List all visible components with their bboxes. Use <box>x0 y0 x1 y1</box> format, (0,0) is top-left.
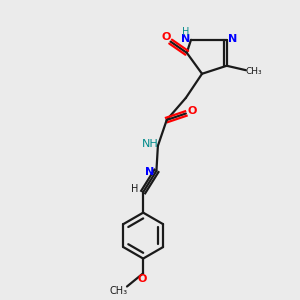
Text: N: N <box>145 167 154 177</box>
Text: N: N <box>228 34 237 44</box>
Text: CH₃: CH₃ <box>246 67 262 76</box>
Text: H: H <box>131 184 139 194</box>
Text: H: H <box>182 27 189 37</box>
Text: NH: NH <box>142 140 158 149</box>
Text: CH₃: CH₃ <box>110 286 128 296</box>
Text: O: O <box>187 106 196 116</box>
Text: O: O <box>138 274 147 284</box>
Text: O: O <box>161 32 171 42</box>
Text: N: N <box>181 34 190 44</box>
